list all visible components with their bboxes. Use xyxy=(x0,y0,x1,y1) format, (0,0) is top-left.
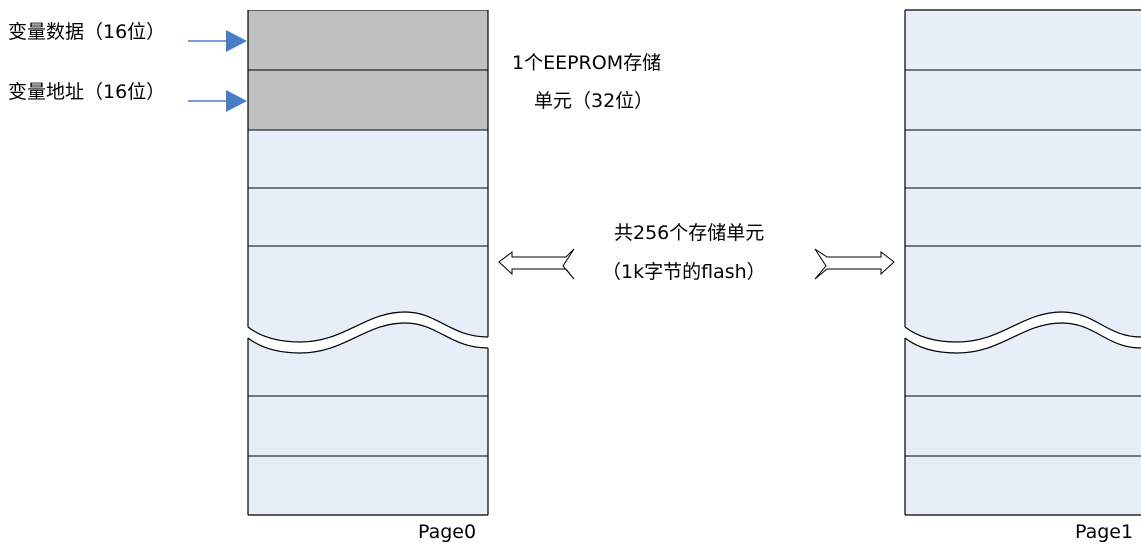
page1-lower-section xyxy=(905,323,1141,515)
page0-lower-section xyxy=(248,323,488,515)
var-data-cell xyxy=(248,10,488,71)
span-arrow-right xyxy=(814,248,895,280)
page0-break-wave-upper xyxy=(247,311,489,343)
var-addr-pointer-head-icon xyxy=(226,90,247,112)
storage-cell xyxy=(905,129,1141,189)
total-cells-label-line2: （1k字节的flash） xyxy=(602,261,766,283)
page1-label: Page1 xyxy=(1075,521,1133,543)
page0-break-wave-lower xyxy=(247,322,489,354)
right-arrow-icon xyxy=(814,248,895,280)
storage-cell xyxy=(905,187,1141,247)
page0-column xyxy=(247,10,489,516)
eeprom-unit-label-line1: 1个EEPROM存储 xyxy=(512,52,661,74)
var-addr-label: 变量地址（16位） xyxy=(8,81,165,103)
storage-cell xyxy=(248,187,488,247)
page1-break-wave-lower xyxy=(904,322,1141,354)
storage-cell xyxy=(905,395,1141,457)
storage-cell xyxy=(248,455,488,515)
var-addr-cell xyxy=(248,69,488,131)
storage-cell xyxy=(905,69,1141,131)
left-arrow-icon xyxy=(498,248,575,280)
var-addr-pointer xyxy=(188,90,247,112)
storage-cell xyxy=(905,455,1141,515)
page1-break-wave-upper xyxy=(904,311,1141,343)
page1-column xyxy=(904,9,1141,516)
storage-cell xyxy=(905,10,1141,71)
page1-upper-section xyxy=(905,10,1141,342)
var-data-label: 变量数据（16位） xyxy=(8,21,165,43)
storage-cell xyxy=(248,395,488,457)
storage-cell xyxy=(248,129,488,189)
span-arrow-left xyxy=(498,248,575,280)
page0-label: Page0 xyxy=(418,521,476,543)
total-cells-label-line1: 共256个存储单元 xyxy=(614,222,764,244)
eeprom-unit-label-line2: 单元（32位） xyxy=(534,90,653,112)
var-data-pointer-head-icon xyxy=(226,30,247,52)
var-data-pointer xyxy=(188,30,247,52)
page0-upper-section xyxy=(248,10,488,342)
